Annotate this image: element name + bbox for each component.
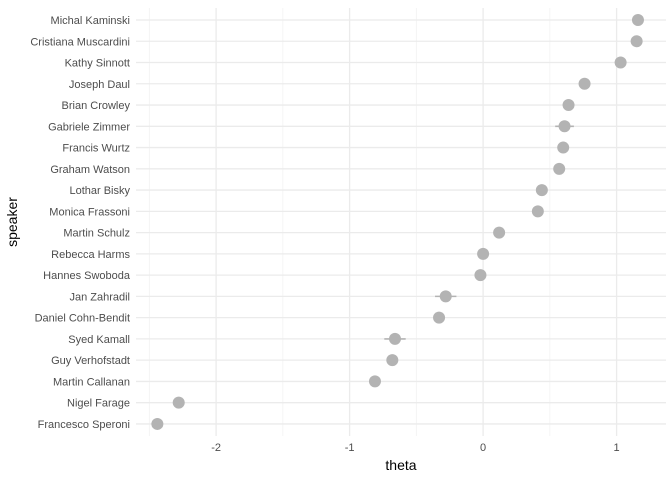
y-tick-label: Cristiana Muscardini: [30, 36, 130, 48]
data-point: [368, 375, 381, 388]
data-point: [557, 141, 570, 154]
y-tick-label: Lothar Bisky: [69, 185, 130, 197]
data-point: [172, 396, 185, 409]
data-point: [578, 77, 591, 90]
y-tick-label: Martin Schulz: [63, 228, 130, 240]
y-tick-label: Nigel Farage: [67, 398, 130, 410]
y-tick-label: Syed Kamall: [68, 334, 130, 346]
y-tick-label: Gabriele Zimmer: [48, 121, 130, 133]
data-point: [558, 120, 571, 133]
y-tick-label: Daniel Cohn-Bendit: [35, 313, 130, 325]
data-point: [433, 311, 446, 324]
x-tick-label: -1: [345, 442, 355, 454]
y-tick-label: Martin Callanan: [53, 376, 130, 388]
y-axis-title: speaker: [4, 197, 20, 247]
y-tick-label: Rebecca Harms: [51, 249, 130, 261]
x-axis-tick-labels: -2 -1 0 1: [211, 442, 619, 454]
data-point: [553, 162, 566, 175]
data-point: [386, 354, 399, 367]
data-point: [477, 247, 490, 260]
x-axis-title: theta: [385, 457, 416, 473]
major-gridlines: [136, 8, 666, 436]
data-points: [151, 14, 644, 430]
y-tick-label: Monica Frassoni: [49, 206, 130, 218]
y-tick-label: Michal Kaminski: [51, 15, 130, 27]
y-tick-label: Graham Watson: [50, 164, 130, 176]
data-point: [439, 290, 452, 303]
y-tick-label: Joseph Daul: [69, 79, 130, 91]
y-tick-label: Francis Wurtz: [62, 143, 130, 155]
y-tick-label: Kathy Sinnott: [65, 58, 130, 70]
data-point: [493, 226, 506, 239]
x-tick-label: 1: [614, 442, 620, 454]
data-point: [630, 35, 643, 48]
y-tick-label: Francesco Speroni: [38, 419, 130, 431]
x-tick-label: 0: [480, 442, 486, 454]
y-tick-label: Hannes Swoboda: [43, 270, 131, 282]
y-tick-label: Guy Verhofstadt: [51, 355, 130, 367]
minor-gridlines: [148, 8, 551, 436]
data-point: [631, 14, 644, 26]
data-point: [151, 417, 164, 430]
y-axis-tick-labels: Michal Kaminski Cristiana Muscardini Kathy…: [30, 15, 131, 431]
data-point: [531, 205, 544, 218]
data-point: [474, 269, 487, 282]
data-point: [535, 184, 548, 197]
data-point: [614, 56, 627, 69]
y-tick-label: Jan Zahradil: [69, 291, 130, 303]
data-point: [562, 99, 575, 112]
x-tick-label: -2: [211, 442, 221, 454]
y-tick-label: Brian Crowley: [62, 100, 131, 112]
data-point: [388, 332, 401, 345]
